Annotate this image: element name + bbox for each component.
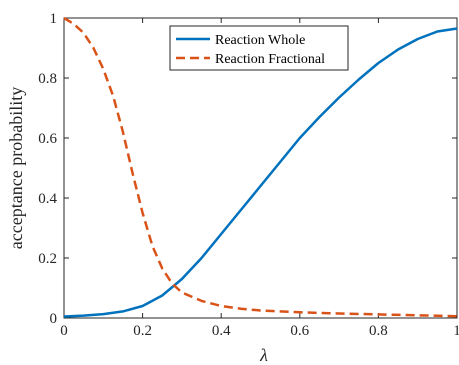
plot-area <box>63 17 458 319</box>
legend: Reaction Whole Reaction Fractional <box>169 25 349 71</box>
y-tick-label: 0.6 <box>38 131 57 147</box>
y-tick-label: 0.2 <box>38 251 57 267</box>
series-lines <box>63 16 458 318</box>
x-tick-label: 0.4 <box>212 323 231 339</box>
x-tick-label: 0.2 <box>133 323 152 339</box>
axis-ticks: 0 0.2 0.4 0.6 0.8 1 0 0.2 0.4 0.6 0.8 1 <box>38 11 459 339</box>
plot-frame <box>63 17 458 319</box>
y-tick-label: 0 <box>50 311 58 327</box>
series-line-1 <box>63 16 458 318</box>
y-axis-label: acceptance probability <box>6 87 26 249</box>
legend-label-1: Reaction Fractional <box>215 52 325 67</box>
y-tick-label: 0.4 <box>38 191 57 207</box>
x-tick-label: 0.6 <box>290 323 309 339</box>
legend-label-0: Reaction Whole <box>215 33 305 48</box>
x-tick-label: 0.8 <box>369 323 388 339</box>
series-line-0 <box>63 27 458 318</box>
y-tick-label: 0.8 <box>38 71 57 87</box>
x-tick-label: 1 <box>453 323 459 339</box>
y-tick-label: 1 <box>50 11 58 27</box>
x-axis-label: λ <box>259 345 268 365</box>
x-tick-label: 0 <box>60 323 68 339</box>
legend-box <box>169 25 349 71</box>
